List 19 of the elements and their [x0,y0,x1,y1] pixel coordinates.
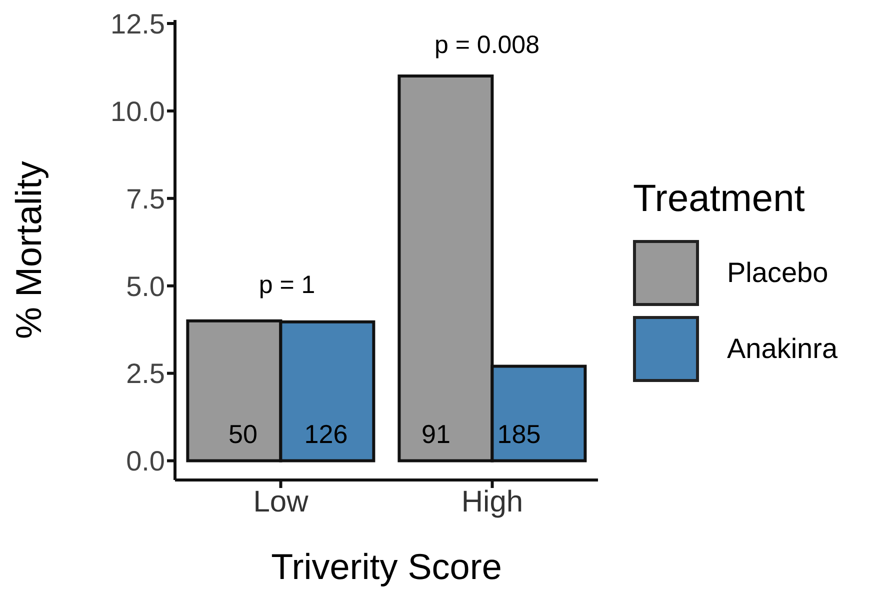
y-tick-label: 12.5 [110,8,165,40]
x-tick-label: Low [253,485,309,518]
annotation: p = 0.008 [434,31,540,59]
legend-title: Treatment [633,178,806,221]
y-tick-label: 5.0 [126,270,165,302]
y-tick-label: 2.5 [126,358,165,390]
annotation: 185 [497,419,541,449]
legend-label: Placebo [727,257,828,289]
y-tick-label: 0.0 [126,446,165,477]
x-axis-title: Triverity Score [271,546,502,587]
annotation: p = 1 [258,271,316,299]
x-tick-label: High [461,485,524,518]
annotation: 50 [228,419,258,449]
annotation: 126 [304,419,348,449]
legend-label: Anakinra [727,333,838,365]
y-axis-title: % Mortality [8,160,49,340]
annotation: 91 [422,419,450,449]
y-tick-label: 7.5 [126,183,165,214]
y-tick-label: 10.0 [110,96,165,127]
